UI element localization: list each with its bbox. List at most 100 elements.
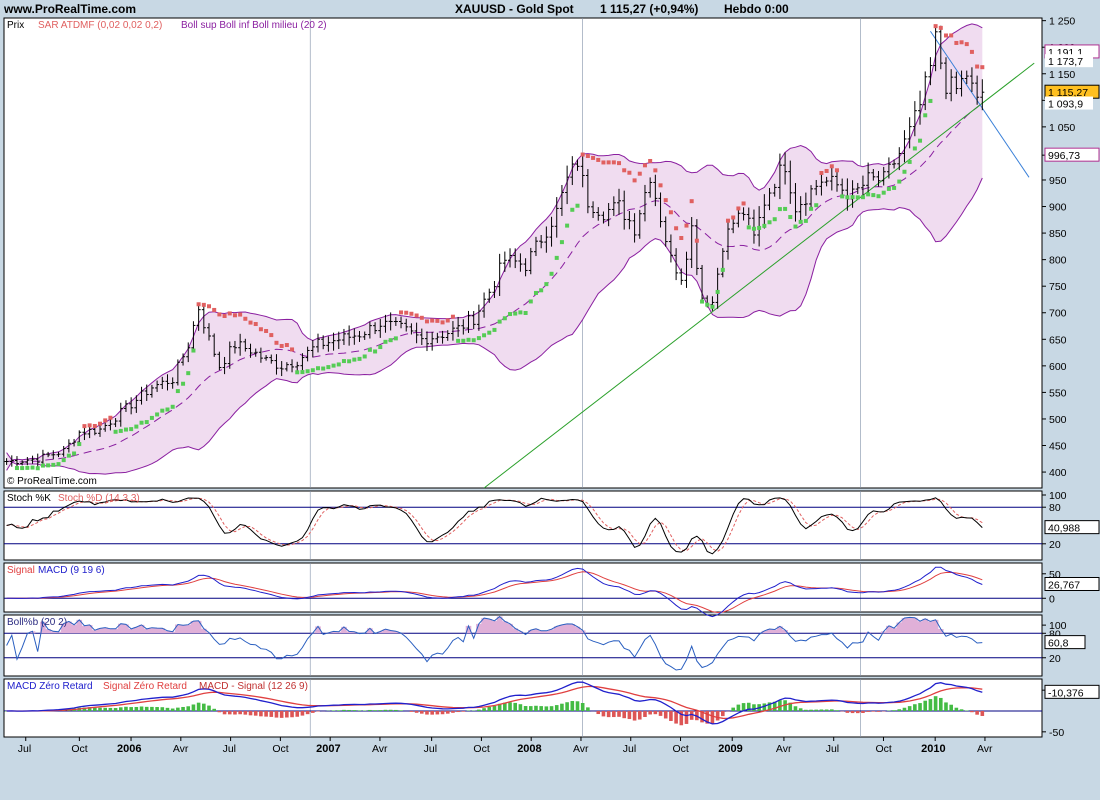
trendline[interactable] <box>483 62 1035 488</box>
price-value-tag <box>1045 96 1093 110</box>
sar-dot-up <box>336 362 341 367</box>
price-plot[interactable] <box>4 23 1035 488</box>
sar-dot-down <box>601 160 606 165</box>
zerolag-histogram-bar <box>606 711 611 718</box>
y-tick-label: 600 <box>1049 361 1067 373</box>
zerolag-histogram-bar <box>938 697 943 711</box>
zerolag-histogram-bar <box>518 704 523 711</box>
x-tick-label: Avr <box>573 743 589 755</box>
legend-macd-signal: Signal <box>7 565 35 576</box>
zerolag-histogram-bar <box>352 710 357 711</box>
zerolag-histogram-bar <box>497 703 502 711</box>
sar-dot-down <box>253 322 258 327</box>
stoch-k-line <box>6 497 983 555</box>
y-tick-label: 1 250 <box>1049 16 1075 28</box>
sar-dot-up <box>165 407 170 412</box>
zerolag-histogram-bar <box>285 711 289 718</box>
zerolag-histogram-bar <box>866 711 870 712</box>
zerolag-histogram-bar <box>705 711 710 724</box>
zerolag-histogram-bar <box>918 703 922 711</box>
zerolag-histogram-bar <box>269 711 274 717</box>
zerolag-histogram-bar <box>788 702 793 711</box>
legend-sar: SAR ATDMF (0,02 0,02 0,2) <box>38 20 162 31</box>
sar-dot-up <box>305 369 310 374</box>
sar-dot-up <box>866 192 871 197</box>
sar-dot-down <box>611 160 616 165</box>
sar-dot-down <box>258 327 263 332</box>
sar-dot-down <box>980 65 985 70</box>
sar-dot-up <box>46 463 51 468</box>
price-value-label: 996,73 <box>1048 150 1080 162</box>
sar-dot-up <box>565 223 570 228</box>
bollb-panel[interactable] <box>3 614 1043 677</box>
zerolag-histogram-bar <box>118 707 123 711</box>
x-tick-label: Avr <box>977 743 993 755</box>
site-name[interactable]: www.ProRealTime.com <box>4 2 137 16</box>
zerolag-histogram-bar <box>383 709 388 711</box>
sar-dot-down <box>959 40 964 45</box>
price-value-label: 1 173,7 <box>1048 56 1083 68</box>
sar-dot-down <box>201 302 206 307</box>
zerolag-histogram-bar <box>721 711 725 717</box>
zerolag-signal-line <box>6 685 983 720</box>
zerolag-histogram-bar <box>259 711 263 717</box>
sar-dot-down <box>419 315 424 320</box>
zerolag-histogram-bar <box>554 705 559 711</box>
zerolag-histogram-bar <box>139 706 144 711</box>
title-bar: www.ProRealTime.com XAUUSD - Gold Spot 1… <box>0 0 1100 18</box>
legend-price: Prix <box>7 20 24 31</box>
y-tick-label: 1 050 <box>1049 122 1075 134</box>
bollinger-middle-line <box>6 102 983 463</box>
zerolag-histogram-bar <box>503 702 507 711</box>
zerolag-histogram-bar <box>217 711 222 713</box>
zerolag-histogram-bar <box>876 711 881 712</box>
zerolag-histogram-bar <box>617 711 621 717</box>
sar-dot-down <box>264 328 269 333</box>
sar-dot-up <box>751 226 756 231</box>
zerolag-histogram-bar <box>778 700 782 711</box>
zerolag-histogram-bar <box>144 706 149 711</box>
sar-dot-up <box>788 215 793 220</box>
zerolag-histogram-bar <box>368 709 372 711</box>
trendline[interactable] <box>930 30 1030 178</box>
zerolag-histogram-bar <box>793 706 798 711</box>
sar-dot-down <box>279 343 284 348</box>
sar-dot-up <box>61 458 66 463</box>
sar-dot-down <box>642 163 647 168</box>
sar-dot-down <box>679 236 684 241</box>
zerolag-histogram-bar <box>684 711 689 724</box>
sar-dot-up <box>492 327 497 332</box>
zerolag-histogram-bar <box>227 711 232 715</box>
sar-dot-down <box>975 64 980 69</box>
zerolag-histogram-bar <box>570 701 575 711</box>
zerolag-histogram-bar <box>331 710 336 711</box>
legend-bollinger: Boll sup Boll inf Boll milieu (20 2) <box>181 20 327 31</box>
sar-dot-up <box>51 462 56 467</box>
macd-panel[interactable] <box>3 562 1043 613</box>
y-tick-label: 80 <box>1049 628 1061 640</box>
sar-dot-up <box>757 225 762 230</box>
bollb-line <box>6 615 983 671</box>
zerolag-histogram-bar <box>845 711 850 713</box>
zerolag-histogram-bar <box>949 704 953 711</box>
sar-dot-up <box>476 336 481 341</box>
sar-dot-up <box>175 389 180 394</box>
sar-dot-up <box>461 338 466 343</box>
sar-dot-down <box>653 168 658 173</box>
sar-dot-up <box>25 465 30 470</box>
sar-dot-up <box>777 207 782 212</box>
sar-dot-up <box>56 462 61 467</box>
macd-last-value: 26,767 <box>1048 579 1080 591</box>
zerolag-histogram-bar <box>108 707 113 711</box>
zerolag-histogram-bar <box>134 706 139 711</box>
zerolag-value-tag <box>1044 684 1100 699</box>
zerolag-histogram-bar <box>264 711 268 717</box>
sar-dot-up <box>393 336 398 341</box>
zerolag-histogram-bar <box>87 707 92 711</box>
stoch-panel[interactable] <box>3 490 1043 561</box>
macd-value-tag <box>1044 576 1100 591</box>
zerolag-histogram-bar <box>544 706 549 711</box>
x-tick-label: 2009 <box>718 743 742 755</box>
zerolag-histogram-bar <box>456 711 460 713</box>
